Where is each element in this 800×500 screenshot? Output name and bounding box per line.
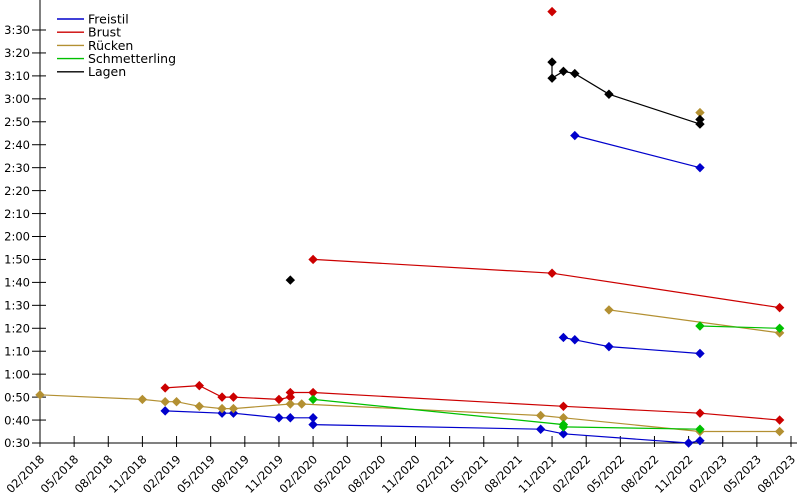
data-point xyxy=(228,403,239,414)
data-point xyxy=(774,426,785,437)
data-point xyxy=(558,429,569,439)
data-point xyxy=(558,422,569,432)
data-point xyxy=(695,162,705,173)
y-tick-label: 1:40 xyxy=(4,276,30,290)
data-point xyxy=(274,394,284,405)
y-tick-label: 2:30 xyxy=(4,161,30,175)
legend-label: Brust xyxy=(88,25,121,40)
data-point xyxy=(695,408,705,418)
data-point xyxy=(683,438,694,448)
y-tick-label: 2:10 xyxy=(4,207,30,221)
legend-label: Freistil xyxy=(88,11,129,26)
data-point xyxy=(285,399,296,409)
y-tick-label: 3:00 xyxy=(4,92,30,106)
data-point xyxy=(308,254,318,265)
y-tick-label: 1:20 xyxy=(4,321,30,335)
data-point xyxy=(570,68,580,79)
data-point xyxy=(274,413,284,423)
data-point xyxy=(695,114,705,125)
data-point xyxy=(558,413,569,423)
data-point xyxy=(194,380,205,391)
data-point xyxy=(695,435,705,446)
data-point xyxy=(160,396,170,407)
y-tick-label: 1:30 xyxy=(4,299,30,313)
series-line xyxy=(563,336,701,355)
series-line xyxy=(313,258,780,309)
y-tick-label: 1:50 xyxy=(4,253,30,267)
data-point xyxy=(570,335,580,345)
data-point xyxy=(695,424,705,434)
data-point xyxy=(35,390,45,400)
data-point xyxy=(547,73,557,83)
y-tick-label: 0:40 xyxy=(4,413,30,427)
data-point xyxy=(285,387,296,398)
y-tick-label: 3:10 xyxy=(4,69,30,83)
legend-label: Lagen xyxy=(88,64,126,79)
data-point xyxy=(774,302,785,313)
data-point xyxy=(160,406,170,416)
data-point xyxy=(308,413,318,423)
y-tick-label: 0:30 xyxy=(4,436,30,450)
data-point xyxy=(547,268,557,278)
data-point xyxy=(547,57,557,67)
x-tick-label: 08/2023 xyxy=(754,452,798,496)
y-tick-label: 2:40 xyxy=(4,138,30,152)
data-point xyxy=(228,392,239,402)
y-tick-label: 2:00 xyxy=(4,230,30,244)
series-freistil xyxy=(160,130,705,448)
series-brust xyxy=(160,6,785,425)
axes xyxy=(39,0,797,444)
series-schmetterling xyxy=(308,321,785,434)
data-point xyxy=(535,424,546,434)
data-point xyxy=(604,305,614,315)
data-point xyxy=(695,348,705,359)
data-point xyxy=(695,321,705,331)
series-line xyxy=(574,134,701,169)
y-tick-label: 1:10 xyxy=(4,344,30,358)
data-point xyxy=(547,6,557,17)
y-tick-label: 1:00 xyxy=(4,367,30,381)
series-rücken xyxy=(35,107,785,437)
y-tick-label: 2:20 xyxy=(4,184,30,198)
data-point xyxy=(171,396,182,407)
data-point xyxy=(774,415,785,425)
data-point xyxy=(308,387,318,398)
series-lagen xyxy=(285,57,705,285)
series-line xyxy=(608,309,780,334)
data-point xyxy=(558,401,569,411)
legend-label: Rücken xyxy=(88,38,133,53)
data-point xyxy=(285,413,296,423)
data-point xyxy=(604,89,614,99)
y-axis-ticks: 0:30 0:40 0:50 1:00 1:10 1:20 1:30 1:40 1:50 2:00… xyxy=(4,23,46,450)
data-point xyxy=(285,275,296,285)
series-line xyxy=(165,410,701,444)
data-point xyxy=(695,107,705,118)
series-line xyxy=(699,325,780,329)
data-point xyxy=(558,332,569,343)
legend-label: Schmetterling xyxy=(88,51,176,66)
x-axis-ticks: 02/201805/201808/201811/201802/201905/20… xyxy=(3,436,798,496)
data-point xyxy=(570,130,580,141)
data-point xyxy=(297,399,307,409)
data-point xyxy=(308,394,318,405)
data-point xyxy=(774,323,785,333)
data-point xyxy=(137,394,148,405)
data-point xyxy=(535,410,546,421)
y-tick-label: 2:50 xyxy=(4,115,30,129)
data-point xyxy=(217,403,227,414)
data-point xyxy=(217,392,227,402)
y-tick-label: 3:20 xyxy=(4,46,30,60)
data-point xyxy=(604,341,614,352)
data-point xyxy=(308,419,318,430)
data-point xyxy=(558,66,569,77)
y-tick-label: 0:50 xyxy=(4,390,30,404)
data-point xyxy=(160,383,170,393)
data-point xyxy=(194,401,205,411)
y-tick-label: 3:30 xyxy=(4,23,30,37)
